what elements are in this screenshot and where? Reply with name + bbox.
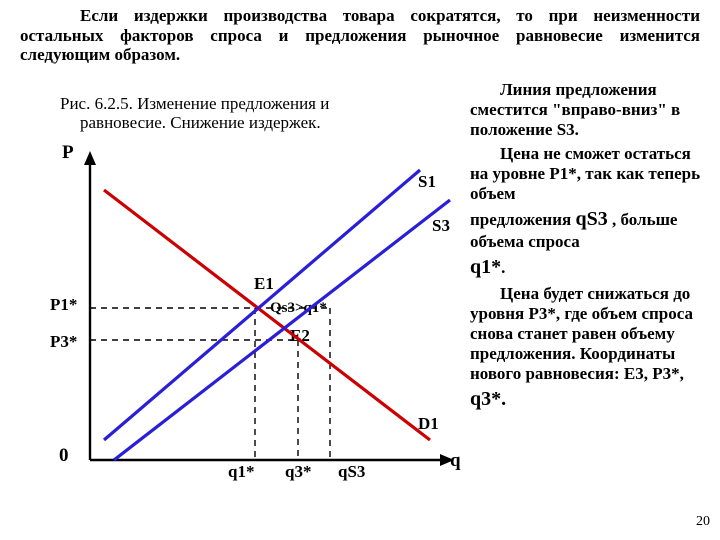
intro-paragraph: Если издержки производства товара сократ… bbox=[20, 6, 700, 65]
right-para-5: Цена будет снижаться до уровня P3*, где … bbox=[470, 284, 708, 384]
right-para-2: Цена не сможет остаться на уровне P1*, т… bbox=[470, 144, 708, 204]
right-para-1: Линия предложения сместится "вправо-вниз… bbox=[470, 80, 708, 140]
right-para-4: q1*. bbox=[470, 256, 708, 280]
slide-page: Если издержки производства товара сократ… bbox=[0, 0, 720, 540]
right-para-3: предложения qS3 , больше объема спроса bbox=[470, 208, 708, 252]
right-para-6: q3*. bbox=[470, 388, 708, 412]
right-text-column: Линия предложения сместится "вправо-вниз… bbox=[470, 80, 708, 415]
page-number: 20 bbox=[696, 514, 710, 530]
supply-demand-chart bbox=[50, 140, 470, 500]
figure-caption: Рис. 6.2.5. Изменение предложения и равн… bbox=[60, 95, 420, 132]
